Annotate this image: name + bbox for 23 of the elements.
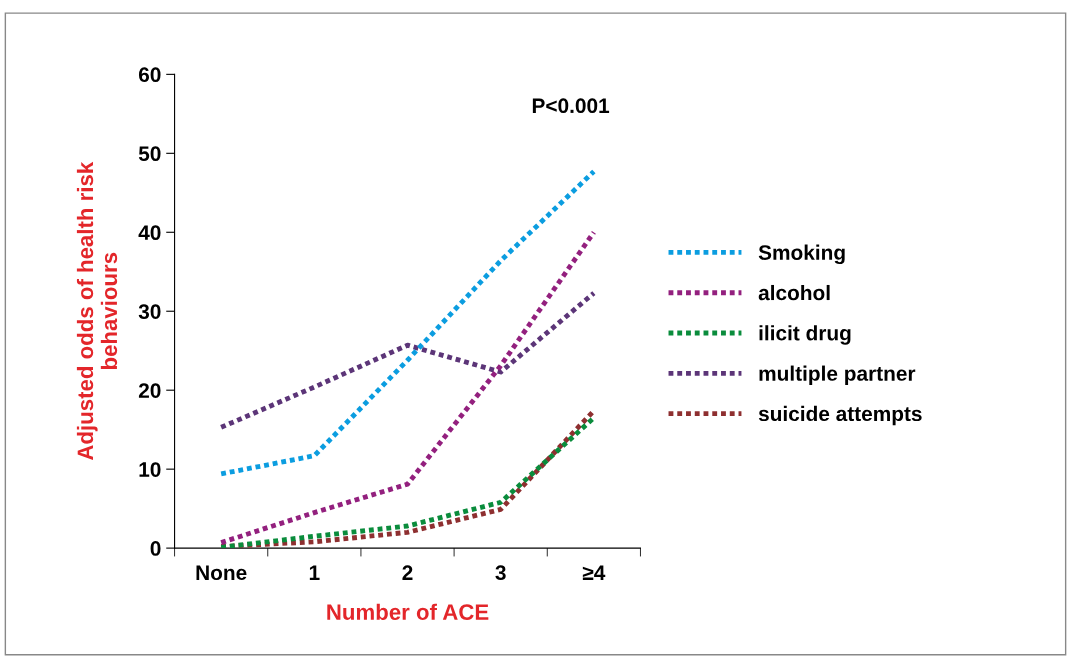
- line-series: [218, 169, 597, 477]
- y-tick-label: 60: [138, 67, 161, 83]
- y-tick-label: 10: [139, 462, 161, 477]
- x-tick-label: 1: [309, 565, 320, 580]
- annotation: P<0.001: [532, 98, 610, 114]
- line-series: [218, 229, 597, 546]
- legend-label: multiple partner: [759, 365, 916, 385]
- legend-label: suicide attempts: [758, 405, 922, 426]
- y-axis-title: Adjusted odds of health risk behaviours: [76, 161, 118, 461]
- legend-label: Smoking: [758, 244, 845, 265]
- y-tick-label: 0: [150, 541, 161, 556]
- y-tick-label: 40: [138, 225, 161, 241]
- y-tick-label: 30: [138, 304, 161, 320]
- x-tick-label: 3: [495, 565, 506, 581]
- y-tick-label: 50: [138, 146, 161, 162]
- x-tick-label: None: [196, 565, 247, 581]
- line-series: [218, 290, 597, 430]
- legend-label: alcohol: [758, 284, 830, 301]
- x-axis-title: Number of ACE: [327, 603, 489, 620]
- legend-label: ilicit drug: [759, 325, 851, 345]
- x-tick-label: ≥4: [582, 565, 606, 580]
- y-tick-label: 20: [138, 383, 161, 398]
- x-tick-label: 2: [402, 565, 413, 580]
